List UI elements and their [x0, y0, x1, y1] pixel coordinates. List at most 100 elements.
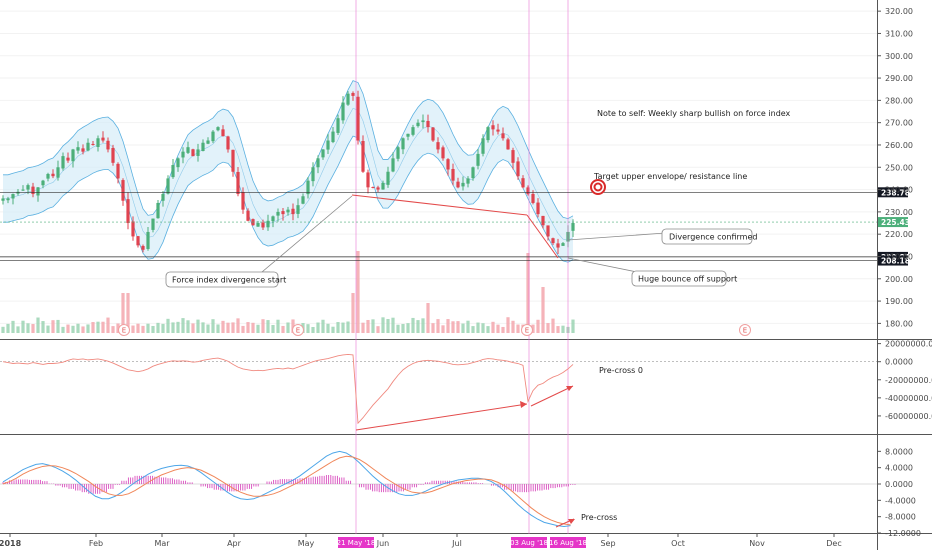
candle-body — [266, 220, 270, 228]
candle-body — [481, 138, 485, 154]
candle-body — [491, 125, 495, 130]
candle-body — [466, 178, 470, 184]
time-tick-label: Oct — [671, 539, 685, 548]
candle-body — [346, 93, 350, 105]
volume-bar — [181, 318, 185, 333]
date-tag — [511, 537, 547, 548]
candle-body — [96, 138, 100, 147]
candle-body — [531, 193, 535, 203]
volume-bar — [156, 322, 160, 333]
candle-body — [36, 187, 40, 196]
candle-body — [76, 147, 80, 151]
candle-body — [456, 181, 460, 188]
volume-bar — [171, 322, 175, 333]
volume-bar — [471, 326, 475, 333]
candle-body — [16, 191, 20, 194]
volume-bar — [276, 319, 280, 333]
volume-bar — [196, 319, 200, 333]
callout-huge-bounce: Huge bounce off support — [631, 270, 737, 287]
earnings-marker-label: E — [122, 327, 126, 335]
price-grid — [0, 10, 877, 324]
candle-body — [186, 147, 190, 153]
volume-bar — [26, 323, 30, 333]
volume-bar — [381, 317, 385, 333]
volume-bar — [571, 319, 575, 333]
price-level-tag — [878, 187, 908, 198]
note-weekly-force: Note to self: Weekly sharp bullish on fo… — [597, 109, 791, 118]
macd-tick-label: 0.0000 — [885, 480, 913, 489]
candle-body — [31, 186, 35, 195]
macd-tick-label: -12.0000 — [885, 529, 921, 538]
volume-bar — [211, 319, 215, 333]
volume-bar — [426, 303, 430, 333]
target-marker — [590, 179, 606, 195]
candle-body — [81, 148, 85, 152]
svg-text:Divergence confirmed: Divergence confirmed — [669, 233, 757, 242]
volume-bar — [316, 322, 320, 333]
candle-body — [176, 158, 180, 168]
volume-bar — [201, 322, 205, 333]
candle-body — [561, 243, 565, 246]
candle-body — [381, 182, 385, 190]
candle-body — [356, 96, 360, 141]
candle-body — [171, 165, 175, 178]
candle-body — [216, 127, 220, 131]
candle-body — [371, 187, 375, 189]
volume-bar — [441, 325, 445, 333]
volume-bar — [231, 322, 235, 333]
volume-bar — [151, 325, 155, 333]
volume-bar — [331, 326, 335, 333]
arrowheads — [520, 386, 575, 524]
volume-bar — [36, 317, 40, 333]
force-divergence-line — [355, 403, 528, 431]
macd-arrowhead — [568, 519, 575, 524]
force-tick-label: 0.0000 — [885, 358, 913, 367]
candle-body — [401, 138, 405, 150]
candle-body — [511, 150, 515, 163]
volume-bar — [261, 319, 265, 333]
date-tag — [550, 537, 586, 548]
candle-body — [526, 187, 530, 195]
candle-body — [201, 142, 205, 152]
candle-body — [271, 216, 275, 222]
candle-body — [361, 140, 365, 172]
volume-bar — [351, 293, 355, 333]
price-level-label: 238.78 — [881, 188, 910, 197]
candle-body — [376, 187, 380, 190]
candle-body — [1, 198, 5, 201]
time-tick-label: Feb — [89, 539, 103, 548]
volume-bar — [421, 318, 425, 333]
volume-bar — [216, 324, 220, 333]
volume-bar — [51, 320, 55, 333]
volume-bar — [511, 320, 515, 333]
candle-body — [166, 178, 170, 194]
volume-bar — [281, 325, 285, 333]
volume-bar — [376, 326, 380, 333]
volume-bar — [406, 323, 410, 333]
price-tick-label: 300.00 — [885, 52, 913, 61]
date-tag-label: 16 Aug '18 — [549, 539, 587, 547]
volume-bar — [396, 324, 400, 333]
candle-body — [421, 120, 425, 123]
volume-bar — [501, 326, 505, 333]
date-tag-label: 03 Aug '18 — [510, 539, 548, 547]
note-target: Target upper envelope/ resistance line — [593, 172, 747, 181]
volume-bar — [161, 323, 165, 333]
earnings-marker-label: E — [525, 327, 529, 335]
earnings-marker — [118, 324, 130, 336]
volume-bar — [126, 293, 130, 333]
candle-body — [181, 151, 185, 158]
time-tick-label: Dec — [826, 539, 841, 548]
candle-body — [151, 218, 155, 230]
candle-body — [146, 231, 150, 249]
price-tick-label: 290.00 — [885, 74, 913, 83]
volume-bar — [131, 325, 135, 333]
volume-bar — [271, 324, 275, 333]
volume-bar — [241, 325, 245, 333]
candle-body — [291, 208, 295, 215]
force-index-axis: 20000000.0000 0.0000 -20000000.0000 -400000… — [877, 340, 932, 421]
candle-body — [131, 221, 135, 237]
volume-bar — [386, 319, 390, 333]
price-divergence-line-1 — [351, 194, 528, 216]
